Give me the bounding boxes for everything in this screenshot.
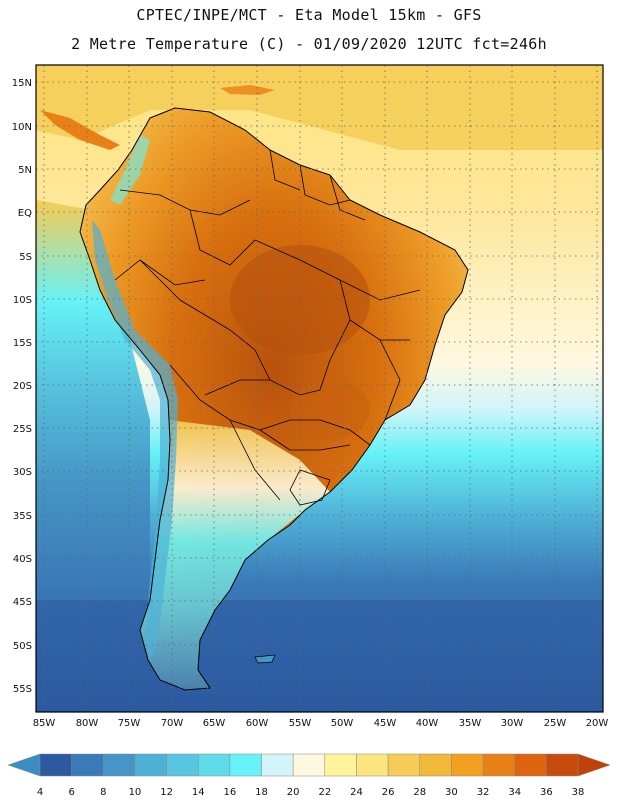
lat-label: 5S xyxy=(19,252,32,263)
colorbar-cell xyxy=(292,753,326,777)
colorbar-cell xyxy=(103,753,136,777)
colorbar-cell xyxy=(324,753,357,777)
lat-label: 20S xyxy=(13,381,32,392)
lon-label: 50W xyxy=(331,718,354,729)
graticule xyxy=(36,65,603,712)
colorbar-cell xyxy=(134,753,167,777)
colorbar-cell xyxy=(261,753,294,777)
colorbar-cell xyxy=(451,753,484,777)
longitude-axis: 85W 80W 75W 70W 65W 60W 55W 50W 45W 40W … xyxy=(33,718,609,729)
lat-label: 10S xyxy=(13,295,32,306)
colorbar-label: 38 xyxy=(572,787,585,798)
lon-label: 45W xyxy=(374,718,397,729)
lat-label: 55S xyxy=(13,684,32,695)
colorbar-label: 32 xyxy=(477,787,490,798)
colorbar-over-arrow xyxy=(577,753,611,777)
colorbar-label: 20 xyxy=(287,787,300,798)
map-title: CPTEC/INPE/MCT - Eta Model 15km - GFS xyxy=(136,6,482,24)
colorbar-label: 12 xyxy=(160,787,173,798)
colorbar-cell xyxy=(387,753,421,777)
colorbar-label: 14 xyxy=(192,787,205,798)
colorbar-cell xyxy=(166,753,199,777)
colorbar-cell xyxy=(546,753,579,777)
lat-label: 45S xyxy=(13,597,32,608)
lon-label: 80W xyxy=(76,718,99,729)
lat-label: 15N xyxy=(12,78,32,89)
colorbar-label: 24 xyxy=(350,787,363,798)
colorbar-cell xyxy=(482,753,515,777)
colorbar-cell xyxy=(39,753,72,777)
colorbar-label: 28 xyxy=(413,787,426,798)
lon-label: 60W xyxy=(246,718,269,729)
colorbar-label: 10 xyxy=(129,787,142,798)
colorbar-label: 16 xyxy=(224,787,237,798)
lon-label: 65W xyxy=(203,718,226,729)
lon-label: 20W xyxy=(586,718,609,729)
lon-label: 55W xyxy=(289,718,312,729)
country-borders xyxy=(114,149,421,506)
lon-label: 30W xyxy=(501,718,524,729)
lon-label: 75W xyxy=(118,718,141,729)
lat-label: 30S xyxy=(13,467,32,478)
lat-label: 35S xyxy=(13,511,32,522)
colorbar-cell xyxy=(419,753,452,777)
temperature-field xyxy=(36,65,603,712)
lon-label: 40W xyxy=(416,718,439,729)
colorbar-label: 36 xyxy=(540,787,553,798)
lat-label: 15S xyxy=(13,338,32,349)
lon-label: 70W xyxy=(161,718,184,729)
lat-label: 10N xyxy=(12,122,32,133)
colorbar-label: 26 xyxy=(382,787,395,798)
colorbar-cell xyxy=(71,753,104,777)
lat-label: 5N xyxy=(18,165,32,176)
latitude-axis: 15N 10N 5N EQ 5S 10S 15S 20S 25S 30S 35S… xyxy=(12,78,32,695)
lon-label: 35W xyxy=(459,718,482,729)
colorbar-under-arrow xyxy=(7,753,41,777)
lon-label: 25W xyxy=(544,718,567,729)
map-subtitle: 2 Metre Temperature (C) - 01/09/2020 12U… xyxy=(71,35,547,53)
colorbar-label: 4 xyxy=(37,787,43,798)
colorbar-cell xyxy=(197,753,231,777)
colorbar-label: 30 xyxy=(445,787,458,798)
colorbar-label: 22 xyxy=(318,787,331,798)
colorbar: 4 6 8 10 12 14 16 18 20 22 24 26 28 30 32 34 36 38 xyxy=(7,753,611,798)
lat-label: 25S xyxy=(13,424,32,435)
lat-label: 40S xyxy=(13,554,32,565)
colorbar-label: 34 xyxy=(508,787,521,798)
colorbar-label: 18 xyxy=(255,787,268,798)
lon-label: 85W xyxy=(33,718,56,729)
colorbar-cell xyxy=(229,753,262,777)
colorbar-cell xyxy=(514,753,547,777)
colorbar-label: 6 xyxy=(68,787,74,798)
map-frame xyxy=(35,64,604,713)
colorbar-label: 8 xyxy=(100,787,106,798)
lat-label: 50S xyxy=(13,641,32,652)
lat-label: EQ xyxy=(18,208,32,219)
colorbar-cell xyxy=(356,753,389,777)
